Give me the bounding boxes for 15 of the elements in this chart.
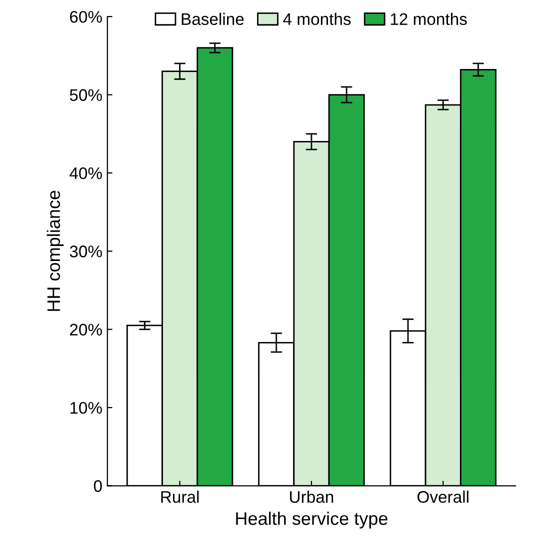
x-axis-title: Health service type bbox=[236, 512, 388, 529]
y-tick-label: 50% bbox=[70, 89, 102, 101]
y-tick-label: 0 bbox=[94, 480, 102, 492]
y-tick-label: 20% bbox=[70, 324, 102, 336]
legend-label: Baseline bbox=[182, 12, 244, 26]
y-tick-label: 10% bbox=[70, 402, 102, 414]
x-tick-label: Urban bbox=[290, 490, 334, 503]
legend-label: 12 months bbox=[390, 12, 467, 26]
y-tick-label: 60% bbox=[70, 10, 102, 23]
y-tick-label: 40% bbox=[70, 167, 102, 180]
y-tick-label: 30% bbox=[70, 246, 102, 258]
legend-label: 4 months bbox=[283, 12, 351, 26]
x-tick-label: Overall bbox=[418, 490, 468, 503]
x-tick-label: Rural bbox=[161, 490, 199, 503]
y-axis-title: HH compliance bbox=[46, 190, 64, 311]
